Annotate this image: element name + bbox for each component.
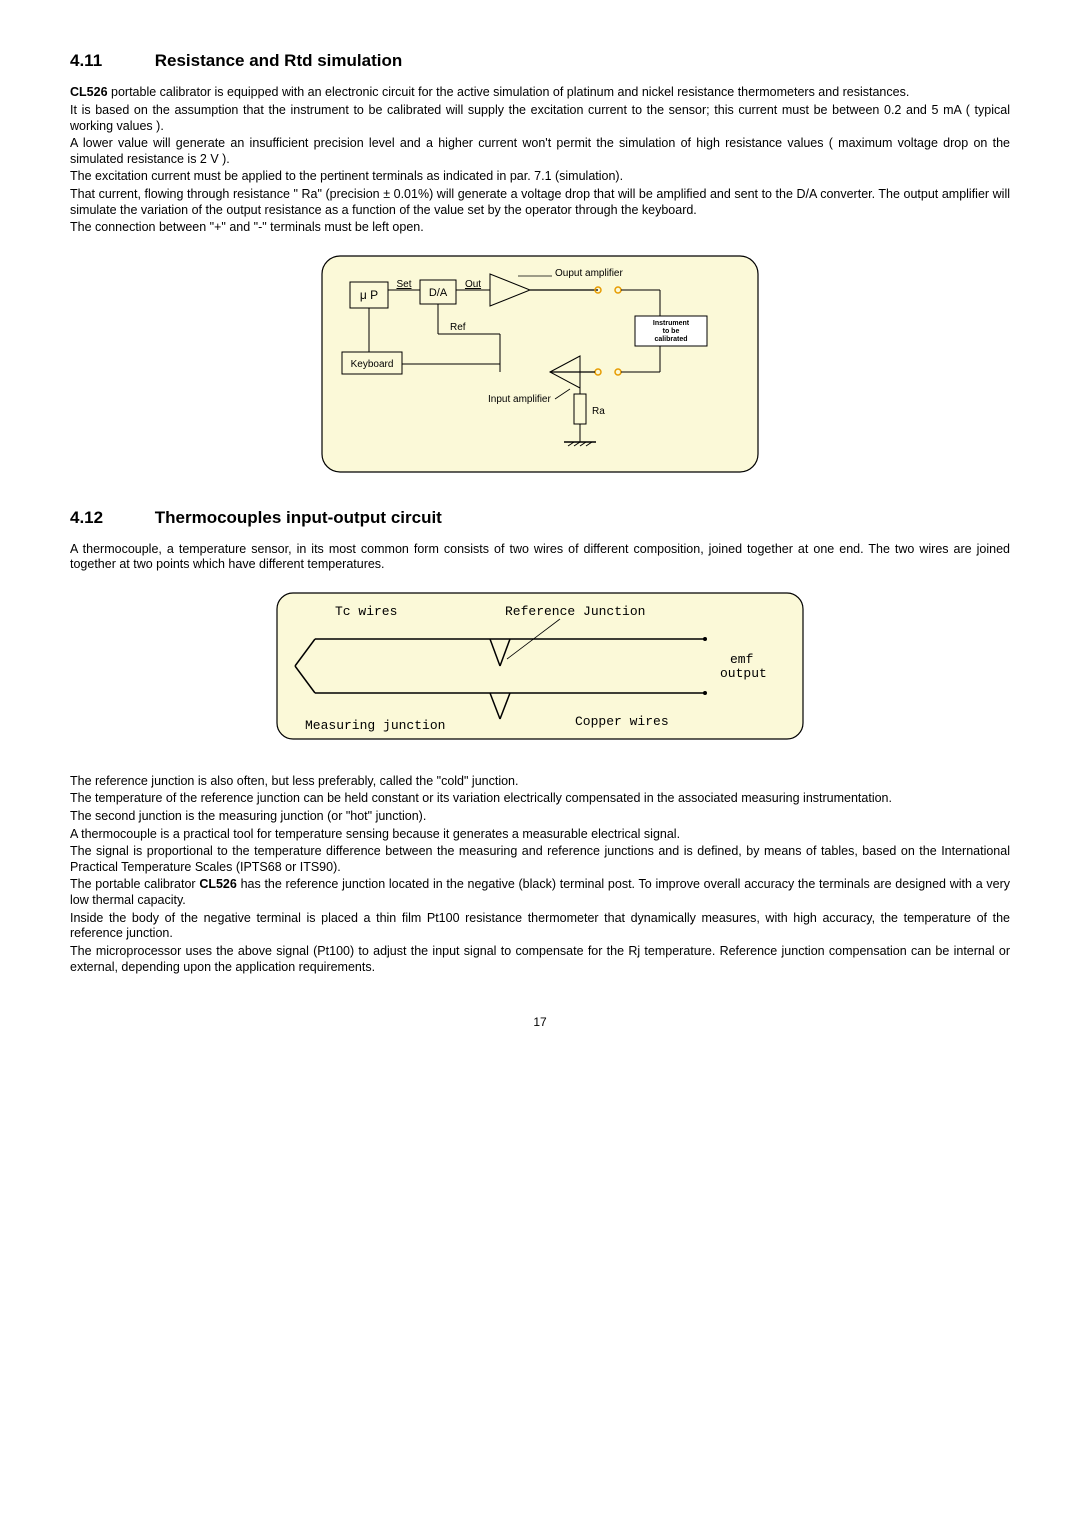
paragraph: A lower value will generate an insuffici… [70, 136, 1010, 167]
rtd-simulation-diagram: μ P Set D/A Out Ouput amplifier Keyboard… [320, 254, 760, 474]
paragraph: A thermocouple, a temperature sensor, in… [70, 542, 1010, 573]
label-tc-wires: Tc wires [335, 604, 397, 619]
thermocouple-diagram: Tc wires Reference Junction emf output M… [275, 591, 805, 741]
paragraph: The second junction is the measuring jun… [70, 809, 1010, 825]
heading-number: 4.11 [70, 50, 150, 71]
page-number: 17 [70, 1015, 1010, 1030]
label-out: Out [465, 279, 481, 290]
label-ra: Ra [592, 406, 605, 417]
label-ref: Ref [450, 322, 466, 333]
paragraph: The connection between "+" and "-" termi… [70, 220, 1010, 236]
section1-body: CL526 portable calibrator is equipped wi… [70, 85, 1010, 236]
section-heading-4-11: 4.11 Resistance and Rtd simulation [70, 50, 1010, 71]
paragraph: The excitation current must be applied t… [70, 169, 1010, 185]
paragraph: The portable calibrator CL526 has the re… [70, 877, 1010, 908]
label-ref-junction: Reference Junction [505, 604, 645, 619]
bold-cl526: CL526 [70, 85, 108, 99]
section2-body: A thermocouple, a temperature sensor, in… [70, 542, 1010, 573]
heading-text: Thermocouples input-output circuit [155, 508, 442, 527]
label-keyboard: Keyboard [351, 359, 394, 370]
label-mup: μ P [360, 288, 378, 302]
section3-body: The reference junction is also often, bu… [70, 774, 1010, 976]
paragraph: That current, flowing through resistance… [70, 187, 1010, 218]
paragraph: Inside the body of the negative terminal… [70, 911, 1010, 942]
label-instr2: to be [663, 328, 680, 335]
label-da: D/A [429, 287, 448, 299]
label-set: Set [396, 279, 411, 290]
heading-number: 4.12 [70, 507, 150, 528]
label-output: output [720, 666, 767, 681]
diagram2-container: Tc wires Reference Junction emf output M… [70, 591, 1010, 746]
paragraph: CL526 portable calibrator is equipped wi… [70, 85, 1010, 101]
paragraph: The temperature of the reference junctio… [70, 791, 1010, 807]
label-emf: emf [730, 652, 753, 667]
label-input-amp: Input amplifier [488, 394, 551, 405]
paragraph: It is based on the assumption that the i… [70, 103, 1010, 134]
text: The portable calibrator [70, 877, 199, 891]
text: portable calibrator is equipped with an … [108, 85, 910, 99]
paragraph: The reference junction is also often, bu… [70, 774, 1010, 790]
diagram1-container: μ P Set D/A Out Ouput amplifier Keyboard… [70, 254, 1010, 479]
paragraph: A thermocouple is a practical tool for t… [70, 827, 1010, 843]
label-instr1: Instrument [653, 320, 690, 327]
bold-cl526: CL526 [199, 877, 237, 891]
paragraph: The signal is proportional to the temper… [70, 844, 1010, 875]
label-output-amp: Ouput amplifier [555, 268, 623, 279]
label-copper: Copper wires [575, 714, 669, 729]
label-measuring: Measuring junction [305, 718, 445, 733]
section-heading-4-12: 4.12 Thermocouples input-output circuit [70, 507, 1010, 528]
label-instr3: calibrated [654, 336, 687, 343]
paragraph: The microprocessor uses the above signal… [70, 944, 1010, 975]
heading-text: Resistance and Rtd simulation [155, 51, 403, 70]
